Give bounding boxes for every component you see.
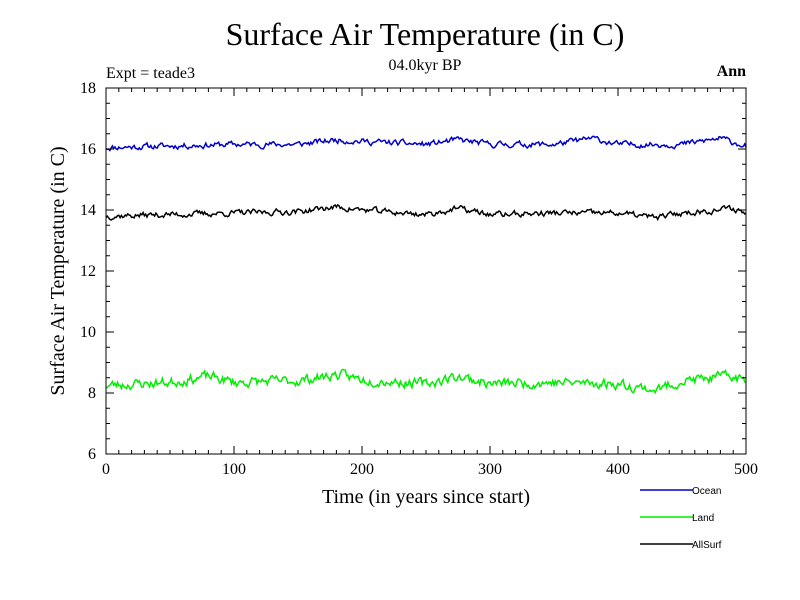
legend-label-land: Land bbox=[692, 513, 714, 524]
tick-layer: 0 100 200 300 400 500 6 8 10 12 14 16 18 bbox=[80, 80, 758, 478]
season-label: Ann bbox=[717, 63, 746, 80]
y-axis-label: Surface Air Temperature (in C) bbox=[47, 146, 69, 395]
y-tick-label: 8 bbox=[88, 385, 96, 402]
y-tick-label: 10 bbox=[80, 324, 96, 341]
legend-label-allsurf: AllSurf bbox=[692, 540, 722, 551]
legend-label-ocean: Ocean bbox=[692, 486, 721, 497]
y-tick-label: 12 bbox=[80, 263, 96, 280]
legend: Ocean Land AllSurf bbox=[640, 486, 722, 551]
series-line-land bbox=[105, 368, 747, 395]
x-tick-label: 200 bbox=[350, 461, 374, 478]
y-tick-label: 14 bbox=[80, 202, 96, 219]
x-tick-label: 100 bbox=[222, 461, 246, 478]
chart-title: Surface Air Temperature (in C) bbox=[226, 16, 625, 52]
series-layer bbox=[105, 135, 747, 395]
y-tick-label: 6 bbox=[88, 446, 96, 463]
chart-subtitle: 04.0kyr BP bbox=[389, 57, 462, 74]
x-axis-label: Time (in years since start) bbox=[322, 486, 530, 508]
x-tick-label: 500 bbox=[734, 461, 758, 478]
y-tick-label: 18 bbox=[80, 80, 96, 97]
x-tick-label: 0 bbox=[102, 461, 110, 478]
x-tick-label: 400 bbox=[606, 461, 630, 478]
experiment-label: Expt = teade3 bbox=[106, 65, 195, 82]
series-line-allsurf bbox=[105, 203, 747, 222]
y-tick-label: 16 bbox=[80, 141, 96, 158]
x-tick-label: 300 bbox=[478, 461, 502, 478]
series-line-ocean bbox=[105, 135, 747, 152]
